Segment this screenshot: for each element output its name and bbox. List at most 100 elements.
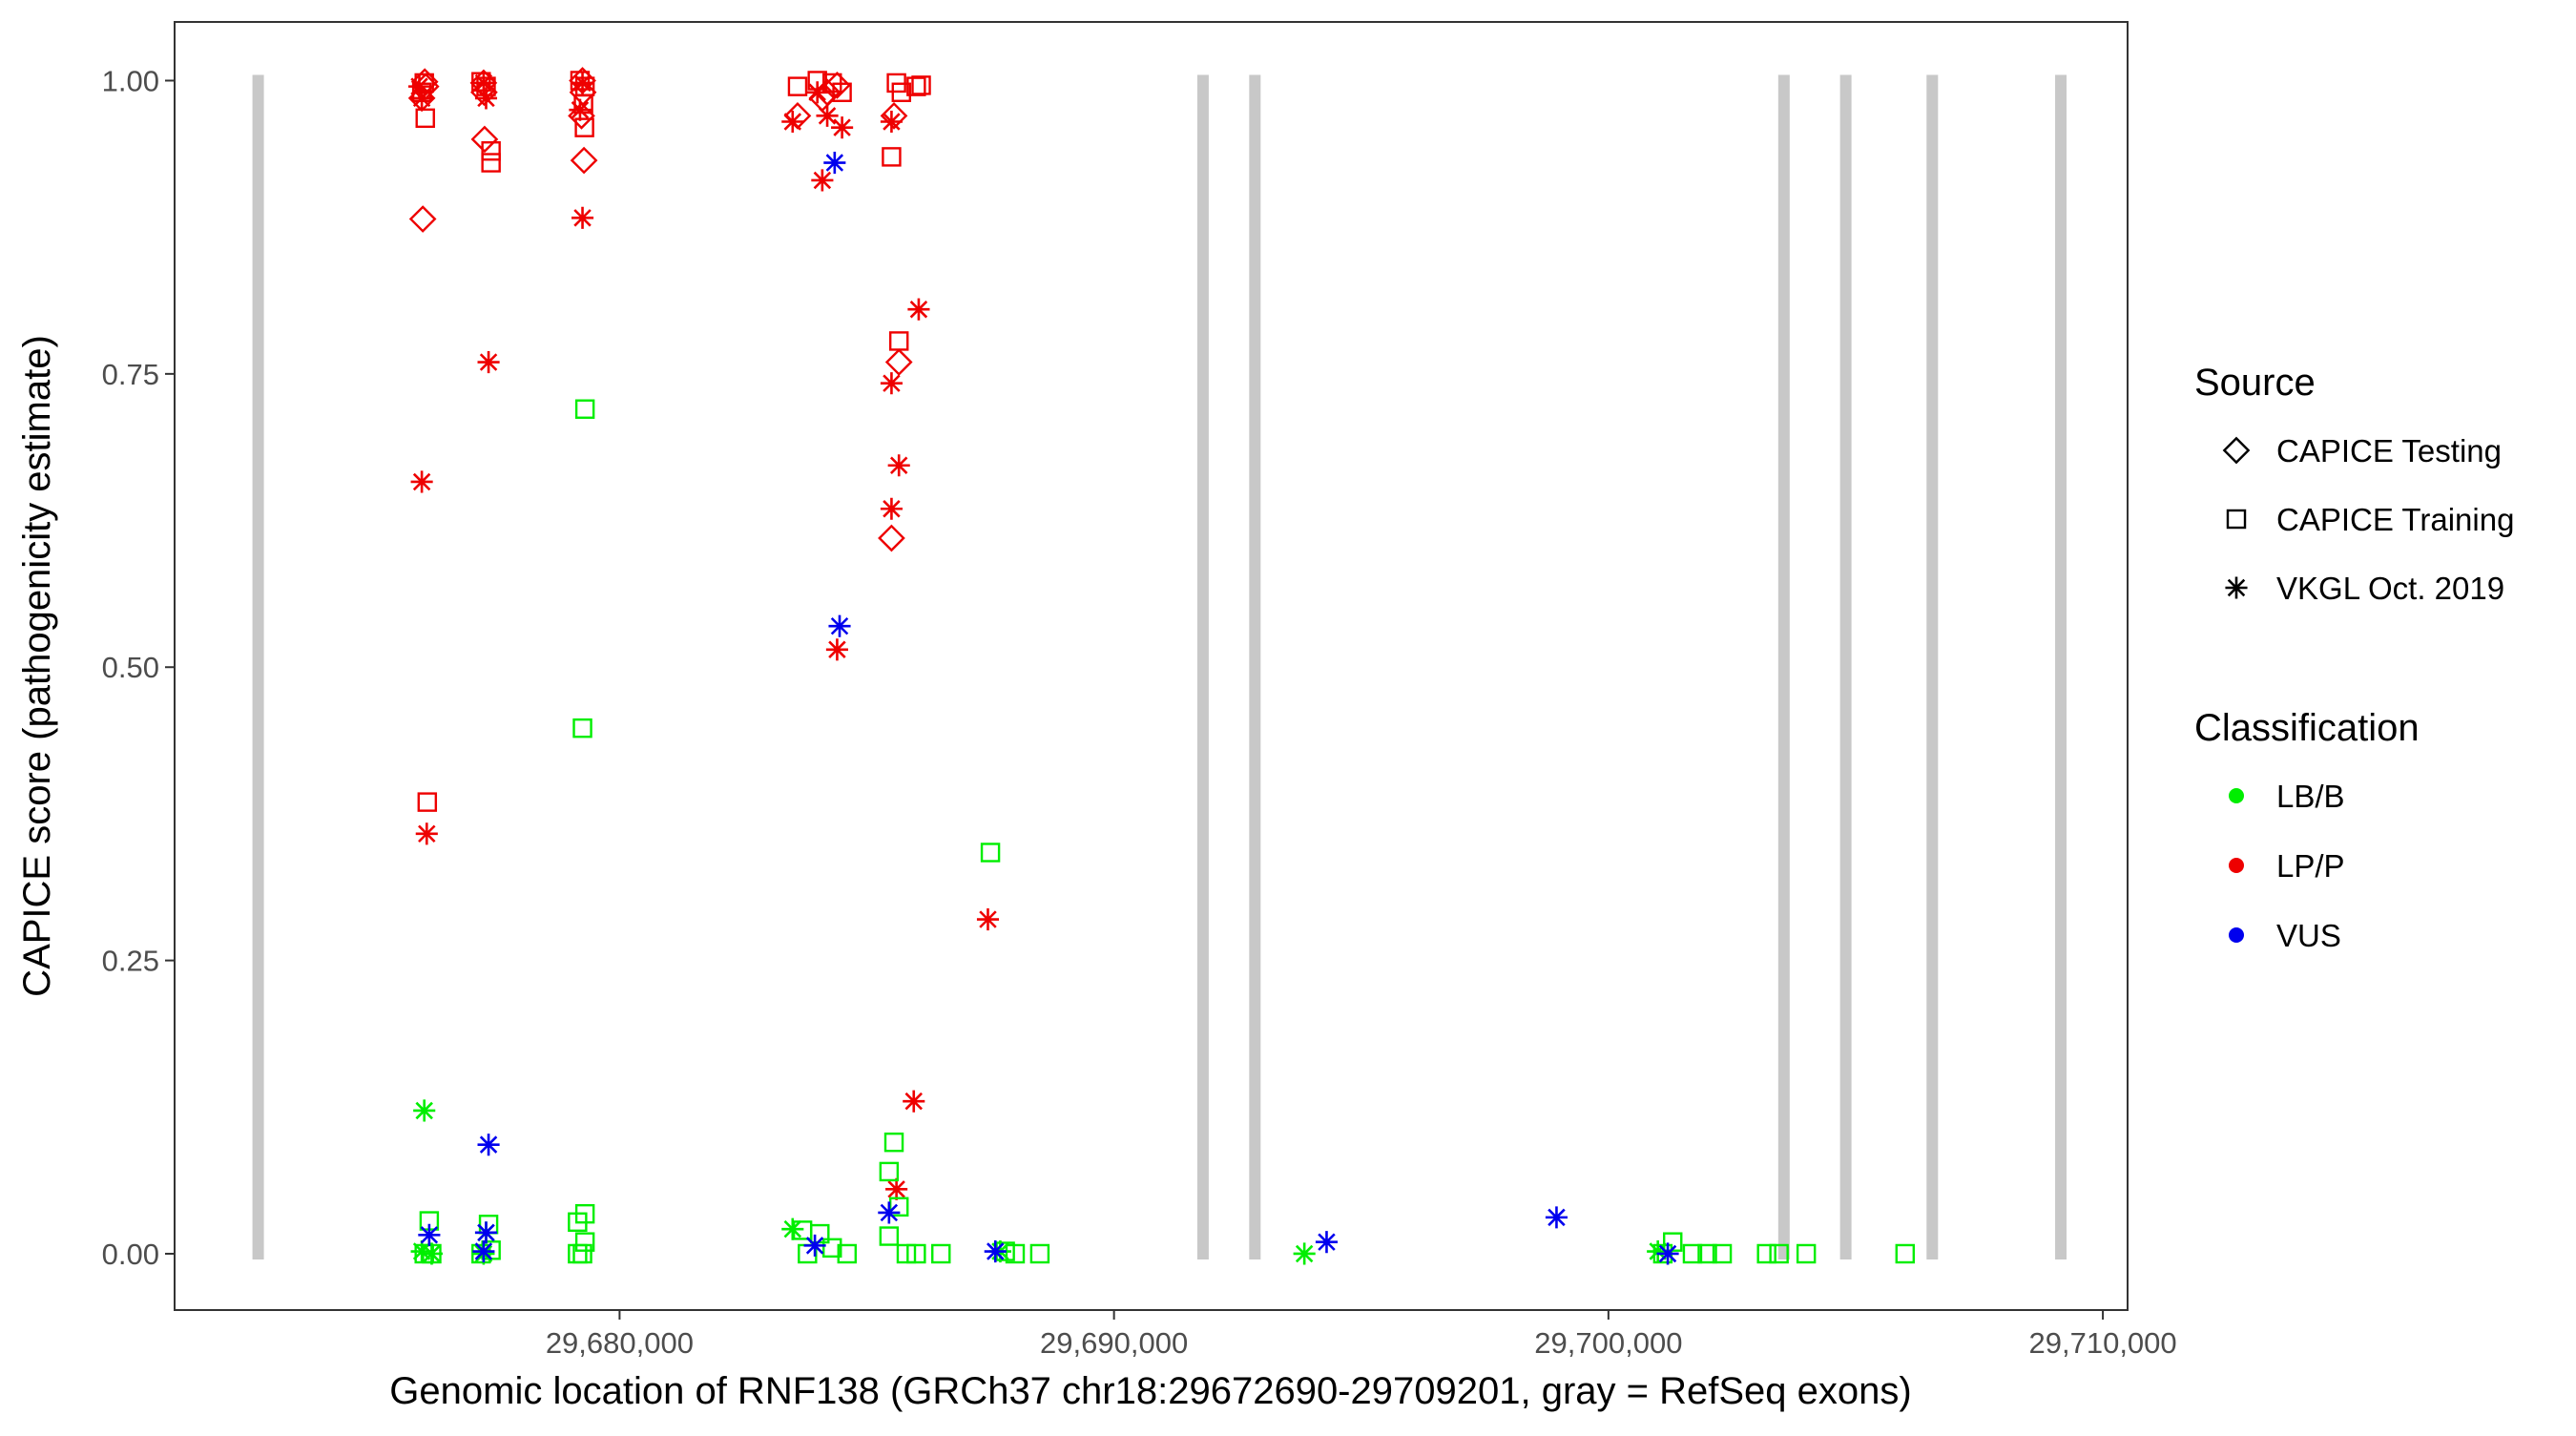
data-point <box>832 82 852 102</box>
data-point <box>407 75 431 98</box>
data-point <box>931 1243 951 1264</box>
data-point <box>903 1090 925 1113</box>
legend-source-title: Source <box>2194 362 2316 404</box>
data-point <box>911 75 931 95</box>
data-point <box>571 206 594 229</box>
data-point <box>787 76 808 96</box>
data-point <box>410 470 433 493</box>
exon-bar <box>1249 74 1261 1259</box>
x-tick-label: 29,690,000 <box>1040 1326 1188 1360</box>
data-point <box>571 72 594 94</box>
data-point <box>410 1239 433 1263</box>
data-point <box>1656 1242 1679 1265</box>
y-axis-title: CAPICE score (pathogenicity estimate) <box>16 335 58 997</box>
data-point <box>806 81 829 104</box>
legend-source-key <box>2225 576 2248 599</box>
data-point <box>1769 1243 1789 1264</box>
legend-source: Source CAPICE Testing CAPICE Training VKGL… <box>2194 362 2514 606</box>
data-point <box>896 1243 917 1264</box>
data-point <box>477 1134 500 1156</box>
legend-source-label: CAPICE Training <box>2276 502 2514 537</box>
data-point <box>1005 1243 1026 1264</box>
data-point <box>470 78 498 107</box>
data-point <box>887 454 910 477</box>
data-point <box>880 102 908 130</box>
data-point <box>1697 1243 1717 1264</box>
data-point <box>410 87 433 110</box>
data-point <box>822 1238 842 1259</box>
legend-classification: Classification LB/B LP/P VUS <box>2194 707 2420 953</box>
data-point <box>907 298 930 321</box>
data-point <box>574 117 594 137</box>
data-point <box>828 614 851 637</box>
x-axis-title: Genomic location of RNF138 (GRCh37 chr18… <box>389 1370 1911 1412</box>
legend-source-label: VKGL Oct. 2019 <box>2276 571 2504 606</box>
y-tick-label: 1.00 <box>102 64 159 97</box>
data-point <box>906 1243 926 1264</box>
data-point <box>976 908 1000 931</box>
legend-classification-key <box>2229 927 2244 943</box>
legend-classification-label: LP/P <box>2276 848 2345 884</box>
data-point <box>825 638 848 661</box>
data-point <box>1647 1239 1670 1263</box>
data-point <box>570 146 598 175</box>
data-point <box>891 82 912 102</box>
data-point <box>420 1242 444 1265</box>
data-point <box>568 1212 588 1233</box>
data-point <box>568 1243 588 1264</box>
data-point <box>880 110 903 134</box>
data-point <box>570 71 591 91</box>
data-point <box>1756 1243 1776 1264</box>
data-point <box>408 205 437 233</box>
data-point <box>878 524 905 552</box>
data-point <box>878 1201 901 1224</box>
data-point <box>883 1132 904 1153</box>
data-point <box>474 1221 498 1244</box>
data-point <box>477 351 500 374</box>
exon-bar <box>2055 74 2067 1259</box>
point-layer <box>407 67 1916 1265</box>
data-point <box>879 1161 900 1182</box>
data-point <box>781 1217 804 1240</box>
exon-bar <box>1926 74 1939 1259</box>
data-point <box>1895 1243 1916 1264</box>
data-point <box>481 153 501 173</box>
data-point <box>1029 1243 1050 1264</box>
exon-bar <box>1777 74 1790 1259</box>
exon-bar <box>1839 74 1852 1259</box>
data-point <box>816 104 839 127</box>
legend-classification-key <box>2229 858 2244 873</box>
legend-classification-label: VUS <box>2276 918 2341 953</box>
x-tick-label: 29,700,000 <box>1534 1326 1682 1360</box>
legend-classification-label: LB/B <box>2276 779 2345 814</box>
exon-bar <box>1196 74 1209 1259</box>
data-point <box>884 348 913 376</box>
data-point <box>803 1234 826 1257</box>
exon-bar <box>252 74 264 1259</box>
data-point <box>823 151 846 175</box>
data-point <box>569 98 592 121</box>
data-point <box>470 125 499 154</box>
data-point <box>481 141 501 161</box>
legend-source-key <box>2226 509 2247 530</box>
data-point <box>880 497 903 520</box>
y-tick-label: 0.50 <box>102 651 159 684</box>
data-point <box>472 72 495 94</box>
y-tick-label: 0.75 <box>102 358 159 391</box>
data-point <box>885 1177 908 1200</box>
data-point <box>888 1197 909 1217</box>
data-point <box>415 822 438 845</box>
data-point <box>418 1223 441 1246</box>
data-point <box>980 843 1001 863</box>
data-point <box>880 372 903 395</box>
x-tick-label: 29,680,000 <box>546 1326 694 1360</box>
data-point <box>1796 1243 1817 1264</box>
legend-classification-key <box>2229 788 2244 803</box>
data-point <box>1545 1206 1568 1229</box>
data-point <box>1663 1232 1683 1252</box>
data-point <box>823 72 851 99</box>
data-point <box>574 1232 595 1252</box>
data-point <box>472 1239 495 1263</box>
